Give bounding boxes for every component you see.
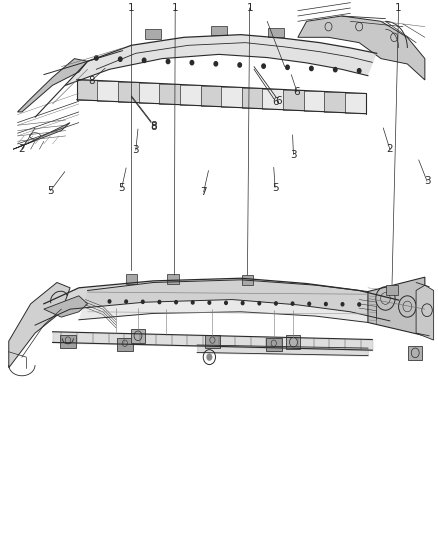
Circle shape bbox=[142, 58, 146, 62]
Polygon shape bbox=[221, 87, 242, 107]
Circle shape bbox=[291, 302, 294, 305]
Polygon shape bbox=[283, 90, 304, 110]
Polygon shape bbox=[60, 335, 76, 348]
Circle shape bbox=[357, 69, 361, 73]
Circle shape bbox=[275, 302, 277, 305]
Polygon shape bbox=[408, 346, 422, 360]
Polygon shape bbox=[77, 80, 97, 100]
Polygon shape bbox=[35, 278, 399, 325]
Polygon shape bbox=[386, 285, 398, 295]
Polygon shape bbox=[262, 89, 283, 109]
Text: 6: 6 bbox=[272, 98, 279, 107]
Text: 1: 1 bbox=[128, 3, 135, 13]
Circle shape bbox=[208, 301, 211, 304]
Text: 6: 6 bbox=[275, 96, 282, 106]
Text: 2: 2 bbox=[386, 144, 393, 154]
Circle shape bbox=[175, 301, 177, 304]
Circle shape bbox=[95, 56, 98, 60]
Circle shape bbox=[225, 301, 227, 304]
Circle shape bbox=[141, 300, 144, 303]
Circle shape bbox=[238, 63, 241, 67]
Polygon shape bbox=[66, 35, 377, 85]
Circle shape bbox=[214, 62, 218, 66]
Polygon shape bbox=[145, 29, 161, 39]
Circle shape bbox=[310, 66, 313, 70]
Circle shape bbox=[190, 61, 194, 65]
Polygon shape bbox=[416, 285, 434, 340]
Circle shape bbox=[358, 303, 360, 306]
Text: 2: 2 bbox=[18, 144, 25, 154]
Polygon shape bbox=[167, 274, 179, 284]
Text: 3: 3 bbox=[424, 176, 431, 186]
Text: 8: 8 bbox=[88, 76, 95, 86]
Polygon shape bbox=[44, 296, 88, 317]
Polygon shape bbox=[368, 277, 425, 336]
Polygon shape bbox=[18, 59, 88, 112]
Text: 8: 8 bbox=[150, 122, 157, 131]
Text: 1: 1 bbox=[395, 3, 402, 13]
Polygon shape bbox=[298, 16, 425, 80]
Text: 6: 6 bbox=[293, 87, 300, 96]
Circle shape bbox=[308, 302, 311, 305]
Text: 7: 7 bbox=[200, 187, 207, 197]
Text: 1: 1 bbox=[172, 3, 179, 13]
Polygon shape bbox=[286, 335, 300, 349]
Circle shape bbox=[119, 57, 122, 61]
Text: 8: 8 bbox=[150, 122, 157, 132]
Polygon shape bbox=[266, 338, 282, 351]
Circle shape bbox=[286, 65, 289, 69]
Polygon shape bbox=[79, 280, 368, 322]
Circle shape bbox=[125, 300, 127, 303]
Polygon shape bbox=[304, 91, 325, 111]
Text: 3: 3 bbox=[132, 146, 139, 155]
Polygon shape bbox=[201, 86, 221, 106]
Circle shape bbox=[158, 301, 161, 304]
Text: 3: 3 bbox=[290, 150, 297, 159]
Circle shape bbox=[206, 353, 212, 361]
Polygon shape bbox=[126, 274, 137, 284]
Polygon shape bbox=[211, 26, 227, 35]
Polygon shape bbox=[138, 83, 159, 103]
Polygon shape bbox=[268, 28, 284, 37]
Polygon shape bbox=[118, 82, 138, 102]
Text: 5: 5 bbox=[272, 183, 279, 192]
Circle shape bbox=[333, 68, 337, 72]
Polygon shape bbox=[180, 85, 201, 105]
Circle shape bbox=[258, 302, 261, 305]
Polygon shape bbox=[345, 93, 366, 113]
Circle shape bbox=[325, 302, 327, 305]
Circle shape bbox=[262, 64, 265, 68]
Circle shape bbox=[108, 300, 111, 303]
Circle shape bbox=[166, 59, 170, 63]
Polygon shape bbox=[325, 92, 345, 112]
Text: 5: 5 bbox=[118, 183, 125, 192]
Polygon shape bbox=[242, 88, 262, 108]
Circle shape bbox=[191, 301, 194, 304]
Text: 5: 5 bbox=[47, 186, 54, 196]
Polygon shape bbox=[13, 123, 70, 149]
Polygon shape bbox=[9, 282, 70, 368]
Polygon shape bbox=[205, 335, 220, 348]
Circle shape bbox=[241, 302, 244, 305]
Polygon shape bbox=[242, 275, 253, 285]
Text: 1: 1 bbox=[246, 3, 253, 13]
Polygon shape bbox=[159, 84, 180, 104]
Polygon shape bbox=[131, 329, 145, 343]
Polygon shape bbox=[97, 81, 118, 101]
Polygon shape bbox=[117, 338, 133, 351]
Circle shape bbox=[341, 303, 344, 306]
